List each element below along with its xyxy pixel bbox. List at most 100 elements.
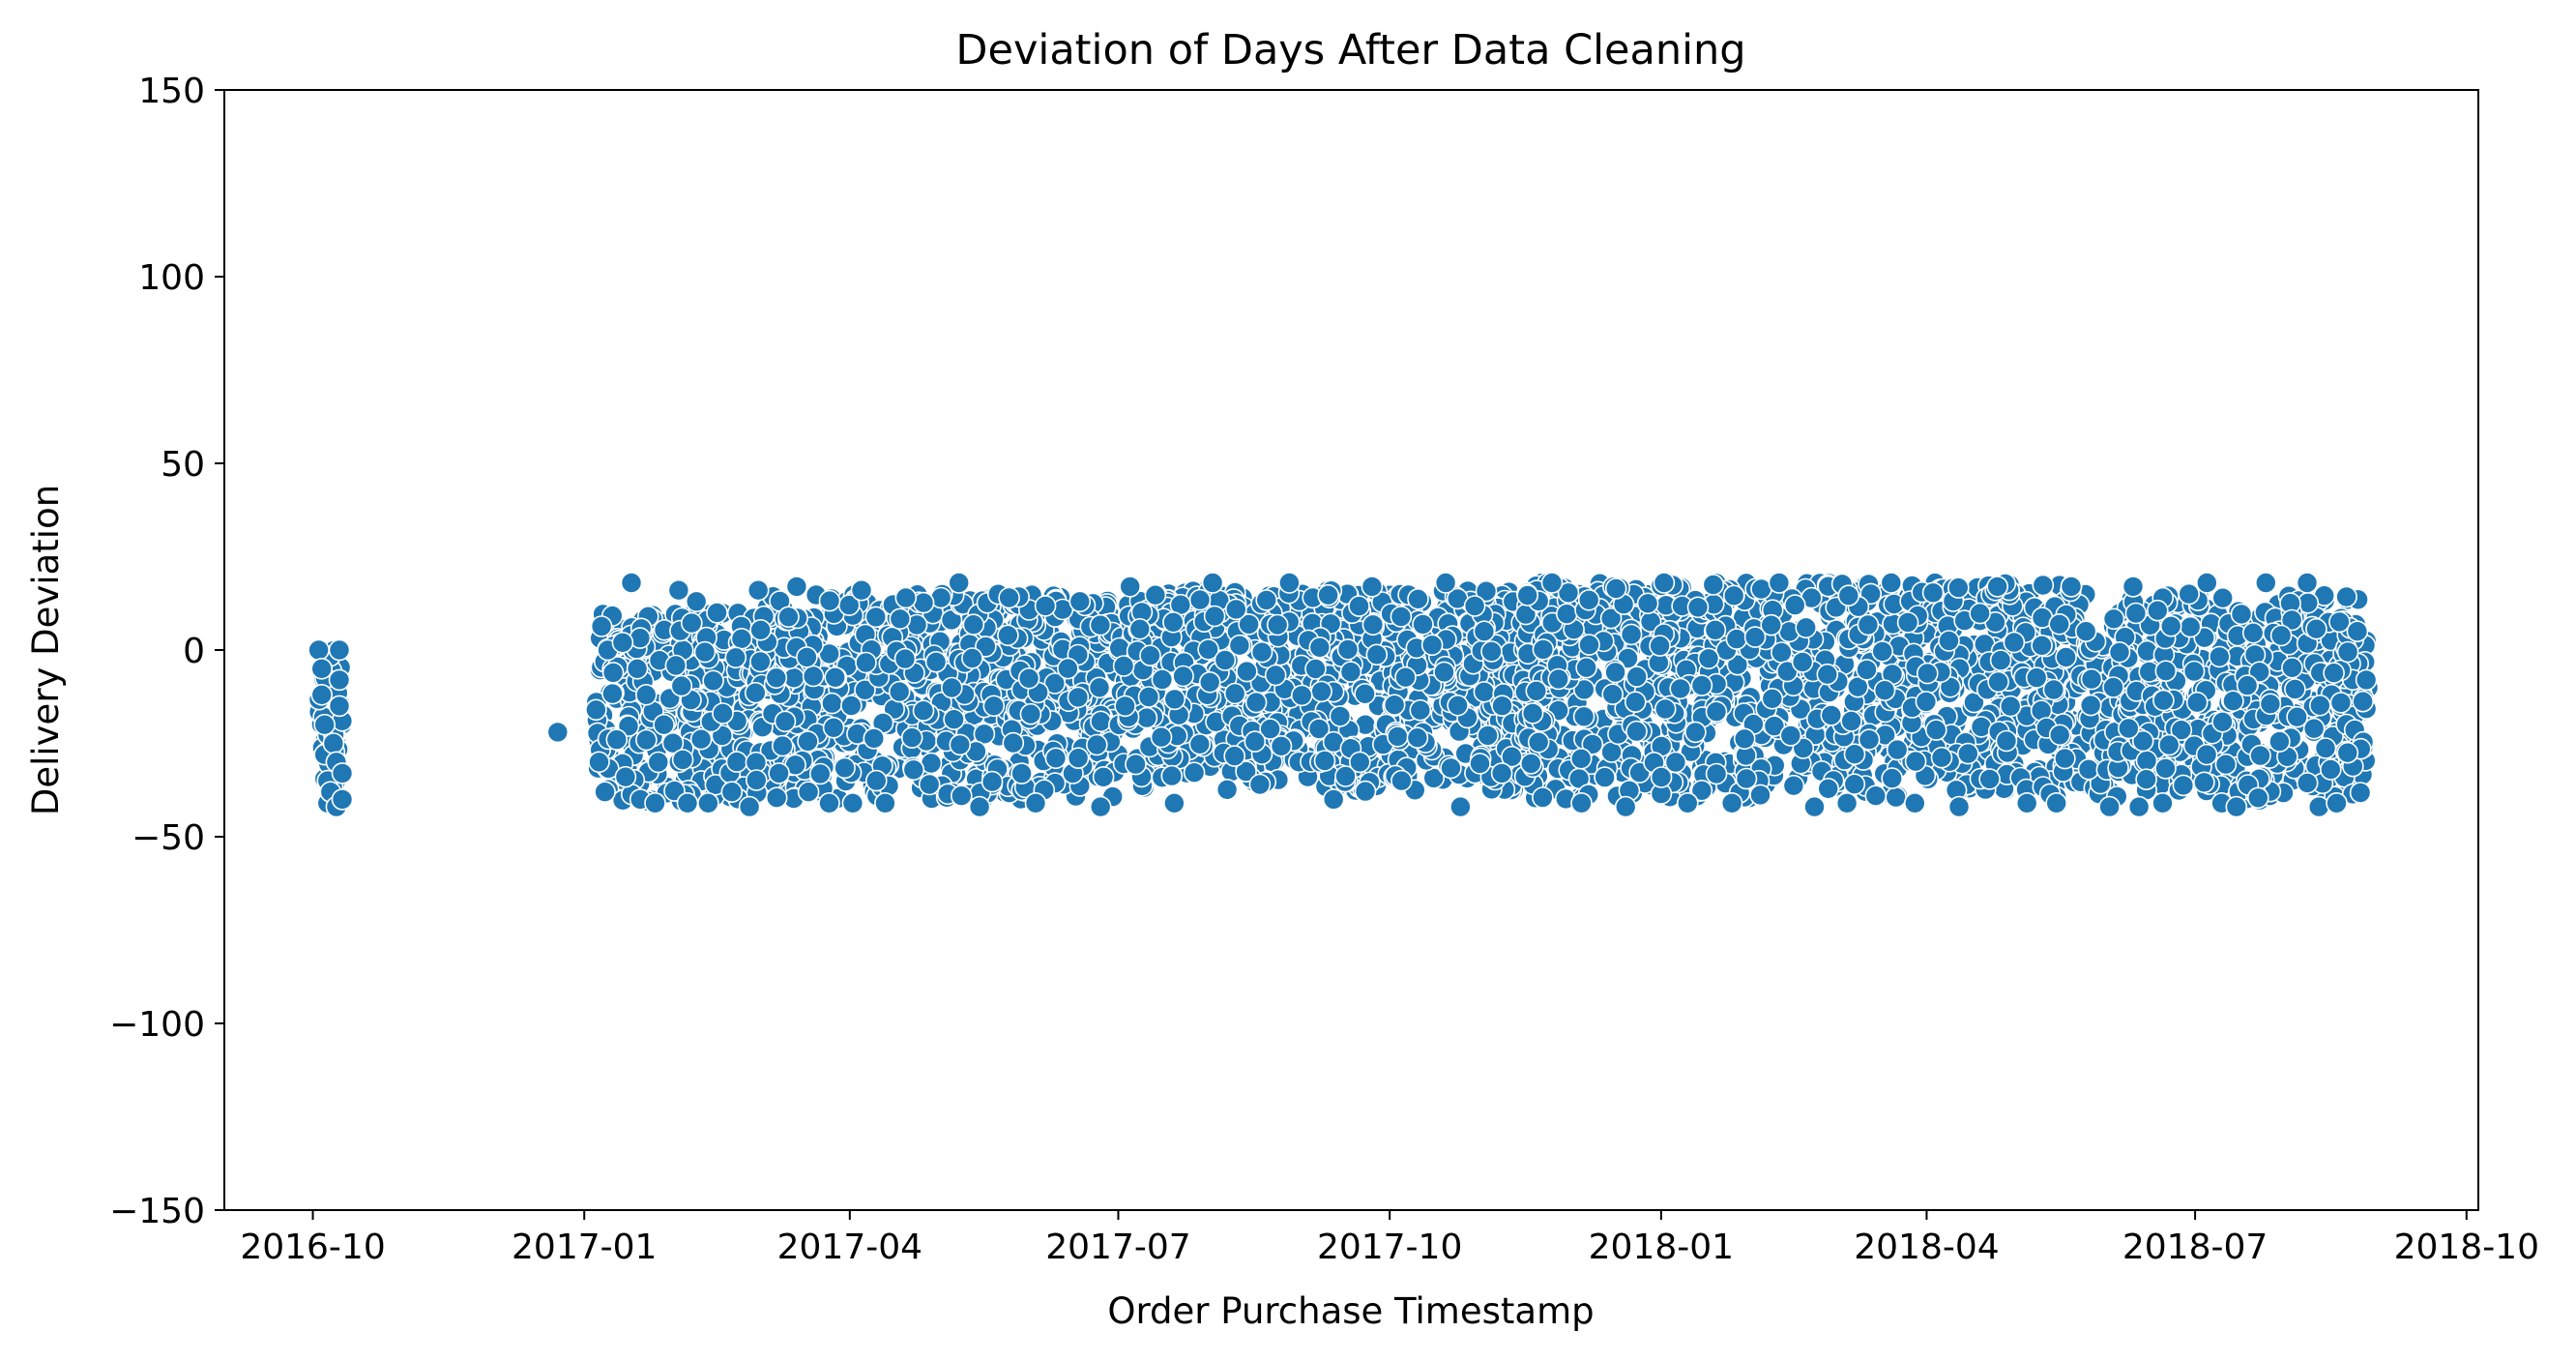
- data-point: [777, 606, 800, 629]
- data-point: [1857, 613, 1880, 636]
- data-point: [1969, 602, 1991, 625]
- data-point: [2314, 737, 2337, 759]
- data-point: [2122, 576, 2145, 598]
- data-point: [818, 791, 840, 814]
- data-point: [635, 728, 658, 752]
- data-point: [1480, 640, 1503, 663]
- data-point: [2230, 603, 2253, 626]
- data-point: [2172, 774, 2195, 797]
- data-point: [1577, 588, 1600, 611]
- data-point: [864, 769, 888, 792]
- data-point: [840, 695, 863, 717]
- data-point: [1067, 747, 1090, 770]
- data-point: [1407, 587, 1429, 610]
- data-point: [2025, 666, 2048, 689]
- data-point: [2127, 795, 2151, 818]
- x-tick-label: 2018-10: [2394, 1228, 2539, 1267]
- data-point: [796, 646, 818, 668]
- data-point: [2195, 743, 2218, 766]
- data-point: [2079, 694, 2102, 717]
- data-point: [1447, 694, 1469, 717]
- data-point: [949, 733, 972, 756]
- data-point: [1128, 617, 1152, 640]
- data-point: [1024, 791, 1047, 814]
- data-point: [1264, 664, 1287, 687]
- data-point: [1702, 574, 1725, 596]
- data-point: [1160, 764, 1184, 787]
- data-point: [1726, 653, 1749, 676]
- data-point: [2147, 599, 2169, 622]
- data-point: [2032, 574, 2055, 597]
- data-point: [2305, 617, 2327, 640]
- data-point: [328, 638, 351, 662]
- data-point: [2048, 724, 2071, 747]
- data-point: [1989, 649, 2012, 671]
- data-point: [1856, 659, 1878, 681]
- data-point: [331, 788, 354, 811]
- data-point: [894, 586, 918, 609]
- data-point: [962, 613, 985, 636]
- x-tick-label: 2016-10: [240, 1228, 385, 1267]
- data-point: [2328, 610, 2351, 634]
- data-point: [1690, 779, 1713, 802]
- data-point: [1387, 725, 1409, 748]
- data-point: [1999, 695, 2022, 718]
- data-point: [746, 578, 770, 602]
- data-point: [546, 721, 570, 744]
- data-point: [785, 576, 808, 598]
- data-point: [765, 786, 788, 810]
- data-point: [1349, 751, 1371, 774]
- data-point: [2054, 747, 2076, 770]
- data-point: [1843, 773, 1866, 796]
- data-point: [1547, 667, 1569, 691]
- data-point: [2281, 656, 2303, 679]
- data-point: [2108, 640, 2131, 664]
- y-tick-label: 0: [183, 632, 205, 671]
- data-point: [1313, 750, 1336, 772]
- data-point: [1322, 788, 1345, 811]
- data-point: [644, 791, 666, 814]
- data-point: [724, 646, 747, 669]
- data-point: [802, 665, 825, 688]
- data-point: [982, 695, 1006, 718]
- data-point: [2280, 608, 2303, 632]
- data-point: [2196, 572, 2218, 594]
- data-point: [1782, 774, 1805, 797]
- data-point: [328, 695, 351, 718]
- data-point: [1250, 640, 1273, 664]
- data-point: [2225, 795, 2248, 818]
- data-point: [585, 698, 607, 722]
- data-point: [889, 607, 912, 631]
- data-point: [2269, 730, 2291, 753]
- data-point: [1614, 795, 1637, 818]
- data-point: [2349, 782, 2372, 804]
- data-point: [2102, 607, 2125, 631]
- x-tick-label: 2018-01: [1589, 1228, 1734, 1267]
- data-point: [2335, 585, 2357, 608]
- data-point: [1477, 725, 1499, 747]
- data-point: [2269, 624, 2293, 647]
- data-point: [2055, 646, 2077, 668]
- data-point: [1365, 643, 1389, 666]
- data-point: [1068, 590, 1092, 613]
- data-point: [1361, 613, 1385, 636]
- data-point: [2296, 572, 2319, 594]
- data-point: [1835, 791, 1859, 814]
- data-point: [1864, 784, 1888, 808]
- data-point: [2152, 791, 2174, 814]
- data-point: [1601, 683, 1624, 706]
- data-point: [2098, 795, 2121, 818]
- data-point: [998, 586, 1020, 609]
- data-point: [702, 669, 724, 693]
- x-tick-label: 2018-04: [1854, 1228, 1999, 1267]
- data-point: [2329, 692, 2353, 714]
- data-point: [1420, 634, 1444, 657]
- data-point: [1733, 727, 1756, 751]
- data-point: [1334, 765, 1357, 787]
- data-point: [1144, 583, 1167, 607]
- data-point: [834, 756, 856, 780]
- data-point: [1034, 595, 1057, 617]
- data-point: [1151, 668, 1174, 691]
- data-point: [725, 751, 748, 773]
